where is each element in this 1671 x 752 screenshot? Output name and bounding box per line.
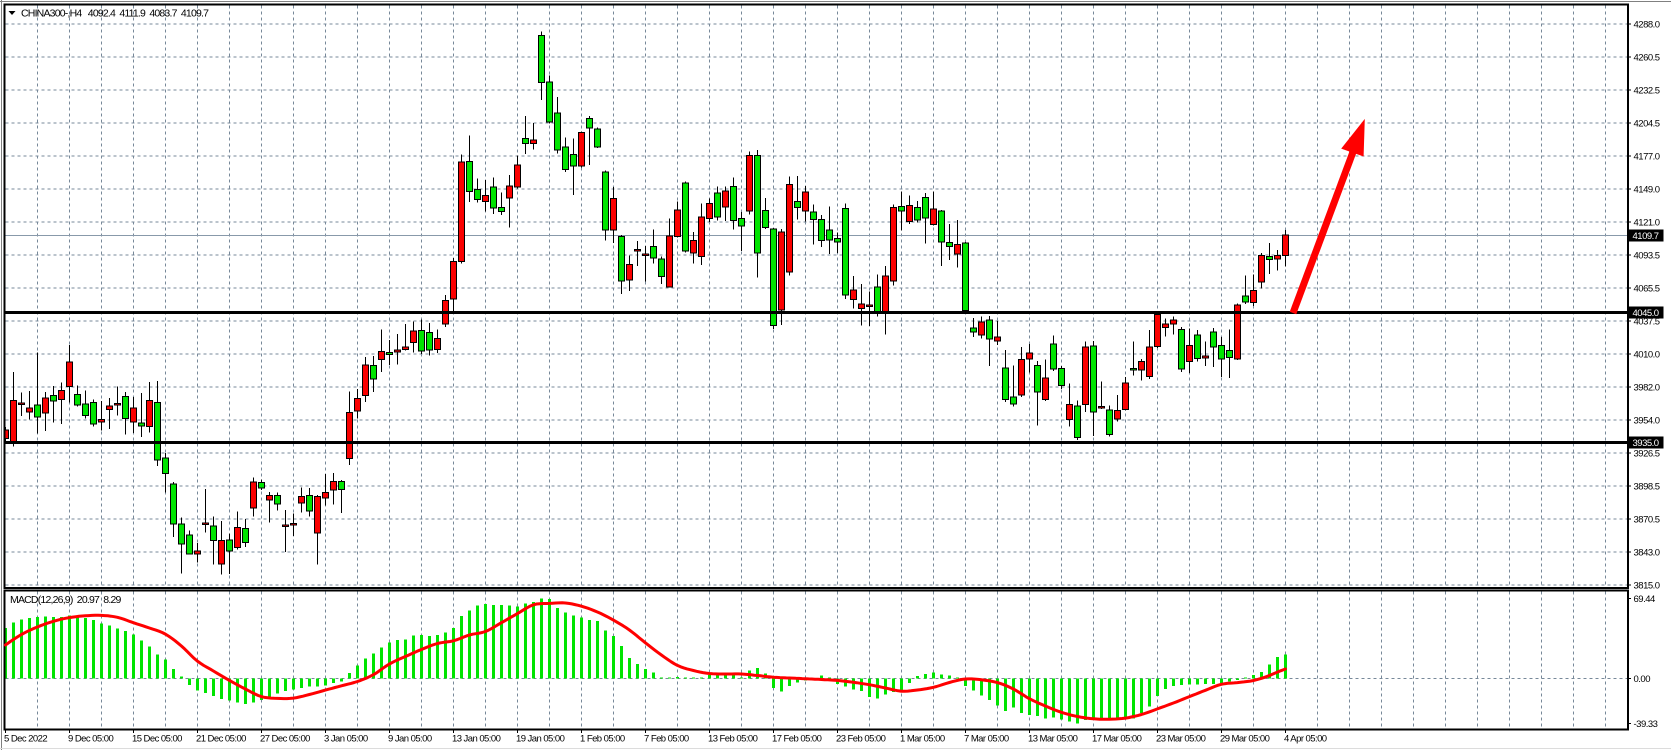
svg-text:CHINA300-,H4 4092.4 4111.9: CHINA300-,H4 4092.4 4111.9 4083.7 4109.7 [21,7,209,19]
svg-text:9 Dec 05:00: 9 Dec 05:00 [68,734,113,745]
svg-text:4 Apr 05:00: 4 Apr 05:00 [1284,734,1327,745]
svg-text:4121.0: 4121.0 [1634,217,1660,228]
svg-text:4010.0: 4010.0 [1634,349,1660,360]
svg-text:5 Dec 2022: 5 Dec 2022 [4,734,47,745]
svg-text:19 Jan 05:00: 19 Jan 05:00 [516,734,565,745]
svg-text:29 Mar 05:00: 29 Mar 05:00 [1220,734,1270,745]
svg-text:3926.5: 3926.5 [1634,448,1660,459]
svg-text:23 Mar 05:00: 23 Mar 05:00 [1156,734,1206,745]
svg-text:4109.7: 4109.7 [1633,231,1659,242]
svg-text:3870.5: 3870.5 [1634,514,1660,525]
svg-text:3843.0: 3843.0 [1634,547,1660,558]
svg-text:4232.5: 4232.5 [1634,85,1660,96]
svg-text:23 Feb 05:00: 23 Feb 05:00 [836,734,886,745]
svg-text:4260.5: 4260.5 [1634,52,1660,63]
svg-text:3982.0: 3982.0 [1634,382,1660,393]
svg-text:MACD(12,26,9) 20.97 8.29: MACD(12,26,9) 20.97 8.29 [10,594,121,606]
svg-text:4288.0: 4288.0 [1634,19,1660,30]
svg-text:69.44: 69.44 [1634,594,1655,605]
svg-text:1 Mar 05:00: 1 Mar 05:00 [900,734,945,745]
svg-text:3935.0: 3935.0 [1633,438,1659,449]
svg-text:21 Dec 05:00: 21 Dec 05:00 [196,734,246,745]
svg-text:15 Dec 05:00: 15 Dec 05:00 [132,734,182,745]
svg-text:3815.0: 3815.0 [1634,580,1660,591]
svg-text:1 Feb 05:00: 1 Feb 05:00 [580,734,625,745]
svg-text:4149.0: 4149.0 [1634,184,1660,195]
svg-text:4045.0: 4045.0 [1633,308,1659,319]
svg-text:4037.5: 4037.5 [1634,316,1660,327]
svg-text:9 Jan 05:00: 9 Jan 05:00 [388,734,432,745]
svg-text:3898.5: 3898.5 [1634,481,1660,492]
svg-text:4204.5: 4204.5 [1634,118,1660,129]
svg-text:13 Mar 05:00: 13 Mar 05:00 [1028,734,1078,745]
svg-text:0.00: 0.00 [1634,674,1651,685]
svg-text:4177.0: 4177.0 [1634,151,1660,162]
svg-text:4093.5: 4093.5 [1634,250,1660,261]
svg-text:-39.33: -39.33 [1634,719,1658,730]
svg-text:27 Dec 05:00: 27 Dec 05:00 [260,734,310,745]
svg-text:17 Mar 05:00: 17 Mar 05:00 [1092,734,1142,745]
svg-text:7 Feb 05:00: 7 Feb 05:00 [644,734,689,745]
svg-text:13 Jan 05:00: 13 Jan 05:00 [452,734,501,745]
svg-text:13 Feb 05:00: 13 Feb 05:00 [708,734,758,745]
svg-text:3 Jan 05:00: 3 Jan 05:00 [324,734,368,745]
svg-text:17 Feb 05:00: 17 Feb 05:00 [772,734,822,745]
svg-text:7 Mar 05:00: 7 Mar 05:00 [964,734,1009,745]
svg-text:3954.0: 3954.0 [1634,415,1660,426]
svg-text:4065.5: 4065.5 [1634,283,1660,294]
